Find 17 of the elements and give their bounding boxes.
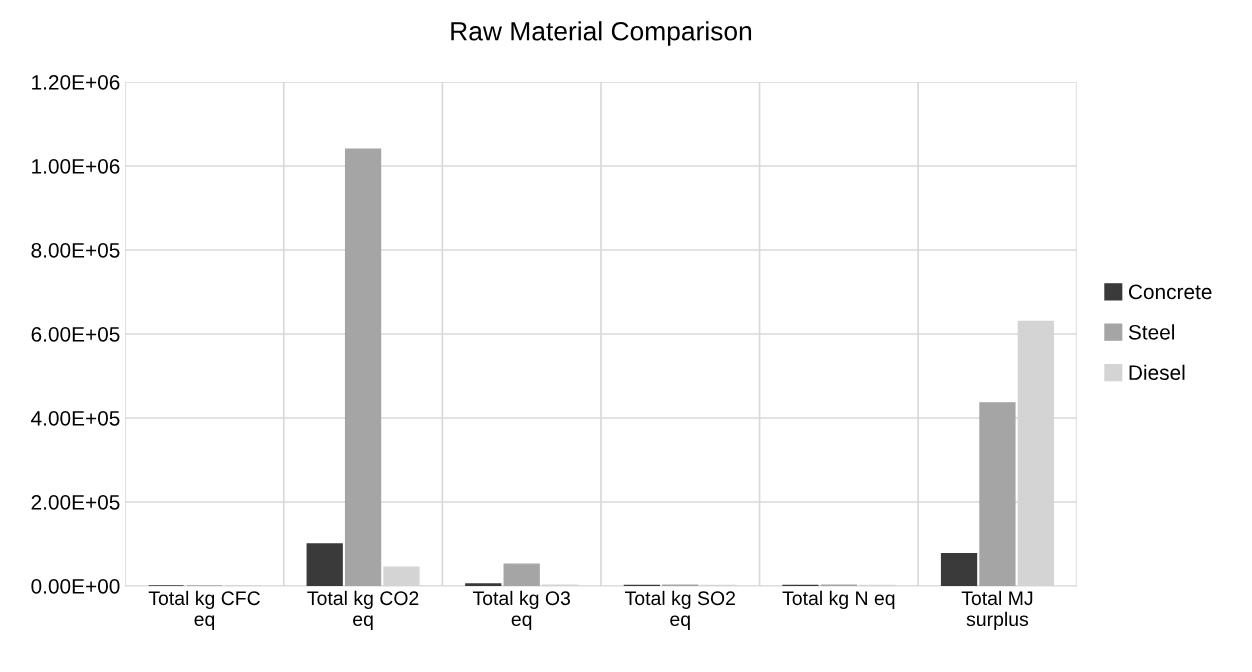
legend-label: Concrete bbox=[1128, 284, 1212, 300]
legend-label: Diesel bbox=[1129, 364, 1185, 380]
x-tick-label: Total kg N eq bbox=[782, 590, 895, 609]
legend-label: Steel bbox=[1128, 324, 1174, 340]
y-tick-label: 1.20E+06 bbox=[32, 74, 120, 90]
x-tick-label: Total MJ surplus bbox=[961, 590, 1033, 630]
x-tick-label: Total kg O3 eq bbox=[472, 590, 570, 630]
y-tick-label: 1.00E+06 bbox=[32, 158, 120, 174]
y-tick-label: 2.00E+05 bbox=[31, 494, 120, 510]
x-tick-label: Total kg CFC eq bbox=[148, 590, 260, 630]
x-tick-label: Total kg CO2 eq bbox=[307, 590, 419, 630]
y-tick-label: 6.00E+05 bbox=[31, 326, 120, 342]
y-tick-label: 8.00E+05 bbox=[31, 242, 120, 258]
chart-title: Raw Material Comparison bbox=[451, 21, 752, 46]
y-tick-label: 0.00E+00 bbox=[31, 578, 120, 594]
x-tick-label: Total kg SO2 eq bbox=[625, 590, 735, 630]
y-tick-label: 4.00E+05 bbox=[31, 410, 120, 426]
